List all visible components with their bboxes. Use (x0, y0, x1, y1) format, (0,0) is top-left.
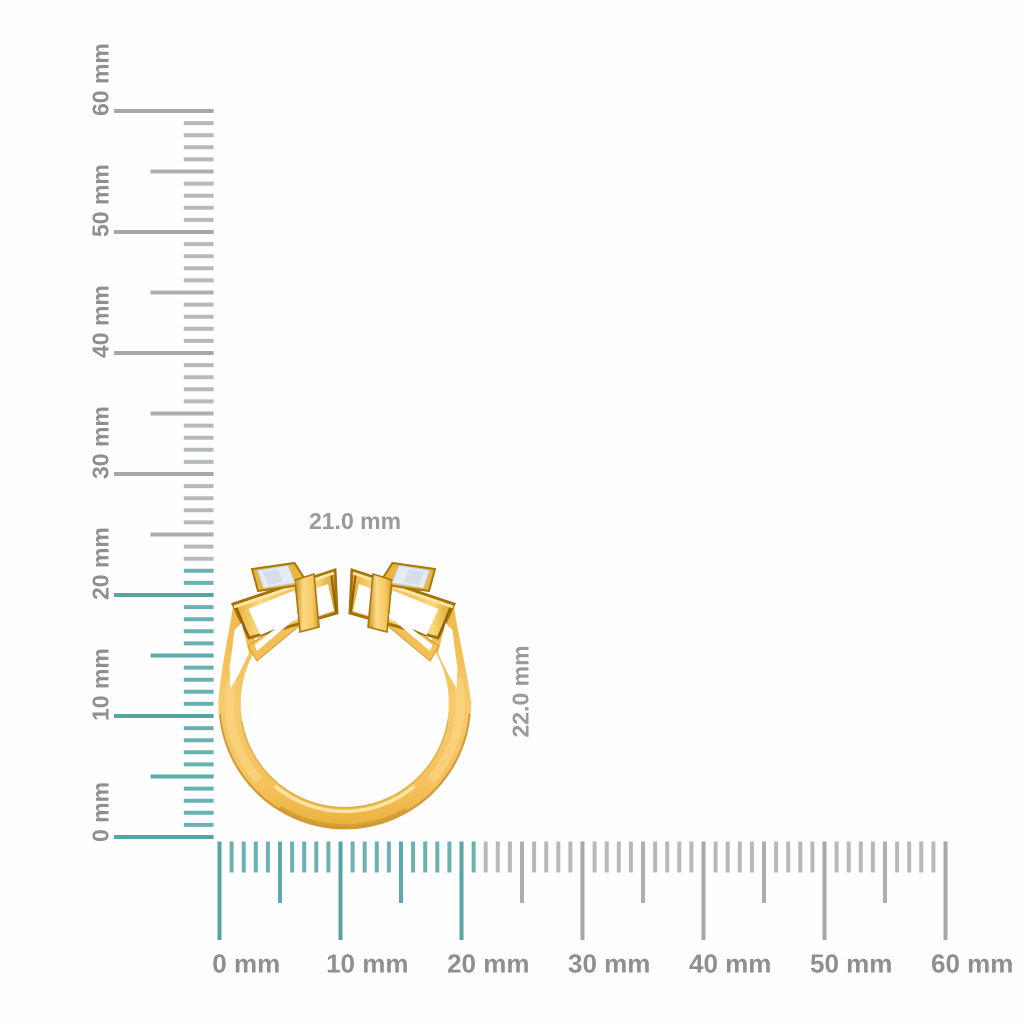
svg-text:40 mm: 40 mm (88, 285, 114, 358)
svg-text:22.0 mm: 22.0 mm (508, 645, 534, 737)
svg-text:0 mm: 0 mm (88, 782, 114, 842)
svg-text:30 mm: 30 mm (568, 949, 650, 979)
svg-text:30 mm: 30 mm (88, 406, 114, 479)
svg-text:10 mm: 10 mm (88, 648, 114, 721)
svg-text:40 mm: 40 mm (689, 949, 771, 979)
svg-text:0 mm: 0 mm (212, 949, 280, 979)
svg-text:50 mm: 50 mm (810, 949, 892, 979)
svg-text:20 mm: 20 mm (88, 527, 114, 600)
svg-text:60 mm: 60 mm (88, 43, 114, 116)
svg-text:10 mm: 10 mm (326, 949, 408, 979)
svg-text:21.0 mm: 21.0 mm (309, 508, 401, 534)
svg-text:60 mm: 60 mm (931, 949, 1013, 979)
svg-text:20 mm: 20 mm (447, 949, 529, 979)
svg-text:50 mm: 50 mm (88, 164, 114, 237)
